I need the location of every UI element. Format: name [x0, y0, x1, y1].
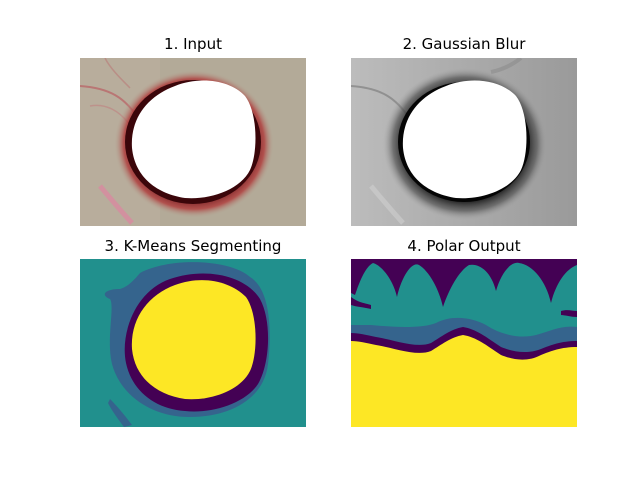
panel-1-title: 1. Input [164, 35, 222, 53]
kmeans-image-svg [80, 259, 306, 427]
panel-2-gaussian-blur-image [351, 58, 577, 226]
input-streak [98, 184, 134, 225]
kmeans-core [131, 280, 256, 400]
panel-4-polar-output-image [351, 259, 577, 427]
panel-1-input-image [80, 58, 306, 226]
polar-teal [351, 259, 577, 337]
input-image-svg [80, 58, 306, 226]
blur-hole [402, 80, 527, 199]
input-hole [131, 80, 256, 199]
panel-2-title: 2. Gaussian Blur [402, 35, 526, 53]
polar-image-svg [351, 259, 577, 427]
blur-image-svg [351, 58, 577, 226]
polar-top [351, 259, 577, 307]
panel-3-title: 3. K-Means Segmenting [104, 237, 282, 255]
panel-4-title: 4. Polar Output [407, 237, 521, 255]
panel-3-kmeans-image [80, 259, 306, 427]
